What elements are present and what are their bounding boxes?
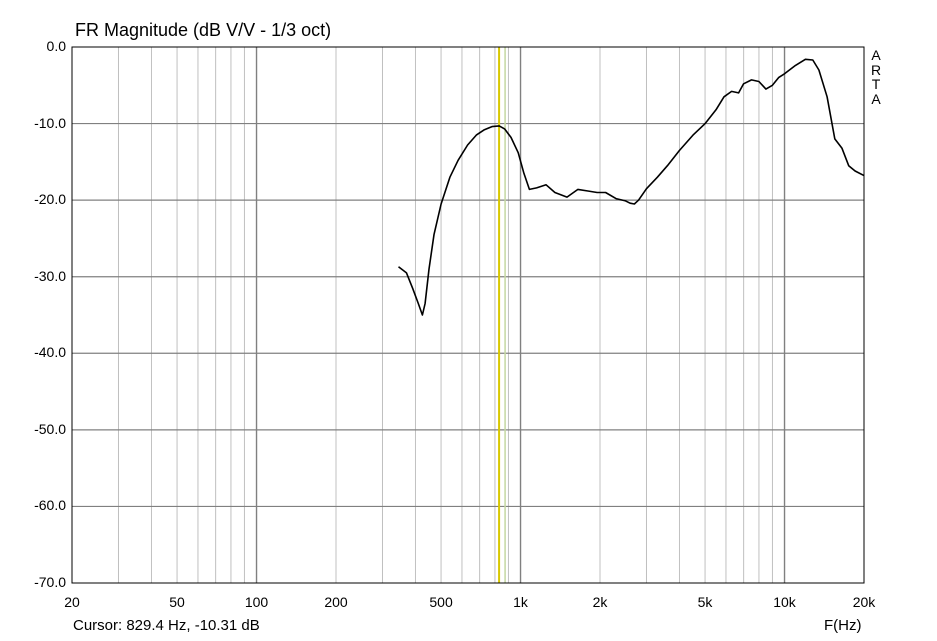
x-tick-label: 5k (697, 594, 713, 610)
x-tick-label: 20 (64, 594, 80, 610)
grid-lines (72, 47, 864, 583)
x-tick-label: 1k (513, 594, 528, 610)
watermark-letter: R (870, 61, 882, 78)
watermark-letter: T (871, 76, 881, 92)
x-tick-label: 200 (324, 594, 348, 610)
y-tick-label: -50.0 (34, 420, 66, 437)
y-tick-label: -70.0 (34, 574, 66, 590)
x-tick-label: 100 (244, 594, 269, 610)
watermark-letter: A (871, 90, 881, 107)
series-layer (398, 58, 865, 316)
x-tick-label: 50 (169, 594, 185, 610)
x-tick-label: 500 (429, 594, 453, 610)
chart-title: FR Magnitude (dB V/V - 1/3 oct) (75, 20, 332, 40)
series-line (398, 58, 865, 316)
y-tick-label: -60.0 (34, 497, 66, 514)
y-tick-label: -20.0 (34, 191, 66, 208)
y-tick-label: -30.0 (34, 267, 66, 284)
plot-frame (71, 46, 865, 584)
y-tick-label: 0.0 (46, 38, 66, 54)
x-tick-label: 10k (773, 594, 796, 610)
y-tick-label: -40.0 (34, 344, 66, 361)
cursor-lines (498, 47, 506, 583)
cursor-readout: Cursor: 829.4 Hz, -10.31 dB (73, 617, 260, 634)
x-tick-label: 20k (852, 594, 876, 610)
x-axis-label: F(Hz) (824, 617, 862, 634)
watermark-letter: A (871, 47, 881, 63)
x-tick-label: 2k (592, 594, 608, 610)
y-tick-label: -10.0 (34, 114, 66, 131)
